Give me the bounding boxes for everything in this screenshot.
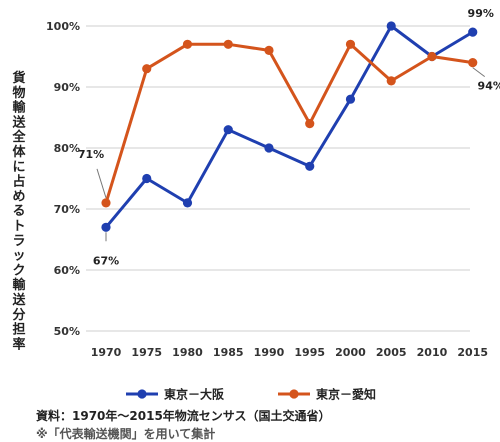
x-tick-label: 1995 (294, 346, 325, 359)
series-line-1 (104, 42, 473, 204)
data-point (468, 27, 478, 37)
data-point (182, 198, 193, 208)
data-point (386, 76, 396, 86)
legend-marker (289, 389, 299, 399)
x-tick-label: 2015 (457, 346, 488, 359)
x-tick-label: 1970 (91, 346, 122, 359)
x-tick-label: 2010 (417, 346, 448, 359)
y-tick-label: 80% (54, 142, 80, 155)
data-point (305, 119, 315, 129)
data-label: 94% (478, 80, 500, 93)
data-point (386, 21, 396, 31)
leader-line (96, 168, 107, 199)
y-tick-label: 100% (46, 20, 80, 33)
legend-item: 東京－愛知 (278, 387, 376, 402)
data-point (142, 64, 152, 74)
x-tick-label: 1990 (254, 346, 285, 359)
data-labels: 67% 71% 99% 94% (78, 7, 500, 267)
y-axis: 50% 60% 70% 80% 90% 100% (46, 20, 80, 338)
legend-label: 東京－大阪 (164, 387, 225, 402)
y-tick-label: 60% (54, 264, 80, 277)
x-axis: 1970 1975 1980 1985 1990 1995 2000 2005 2010 2015 (91, 346, 488, 359)
legend: 東京－大阪 東京－愛知 (126, 387, 376, 402)
data-point (142, 173, 152, 184)
x-tick-label: 1975 (131, 346, 162, 359)
data-point (223, 39, 233, 49)
data-label: 99% (468, 7, 494, 20)
data-point (101, 222, 111, 232)
data-point (468, 58, 478, 68)
series-lines (101, 21, 478, 232)
y-axis-title: 貨物輸送全体に占めるトラック輸送分担率 (11, 70, 26, 352)
data-point (182, 39, 193, 49)
source-note: 資料：1970年～2015年物流センサス（国土交通省） (36, 409, 331, 423)
legend-marker (137, 389, 147, 399)
data-point (223, 125, 233, 135)
data-point (427, 51, 437, 62)
data-point (264, 143, 274, 153)
x-tick-label: 2000 (335, 346, 366, 359)
x-tick-label: 2005 (376, 346, 407, 359)
data-point (101, 198, 111, 208)
x-tick-label: 1980 (172, 346, 203, 359)
data-label: 71% (78, 148, 104, 161)
series-line-0 (104, 24, 474, 229)
legend-item: 東京－大阪 (126, 387, 225, 402)
legend-label: 東京－愛知 (316, 387, 376, 402)
data-label: 67% (93, 254, 119, 267)
data-point (264, 45, 274, 56)
y-axis-label: 貨物輸送全体に占めるトラック輸送分担率 (11, 70, 26, 352)
leader-line (472, 67, 486, 77)
data-point (305, 161, 315, 171)
gridlines (86, 25, 470, 332)
data-point (345, 39, 356, 49)
y-tick-label: 90% (54, 81, 80, 94)
data-point (345, 94, 356, 104)
x-tick-label: 1985 (213, 346, 244, 359)
y-tick-label: 70% (54, 203, 80, 216)
y-tick-label: 50% (54, 325, 80, 338)
